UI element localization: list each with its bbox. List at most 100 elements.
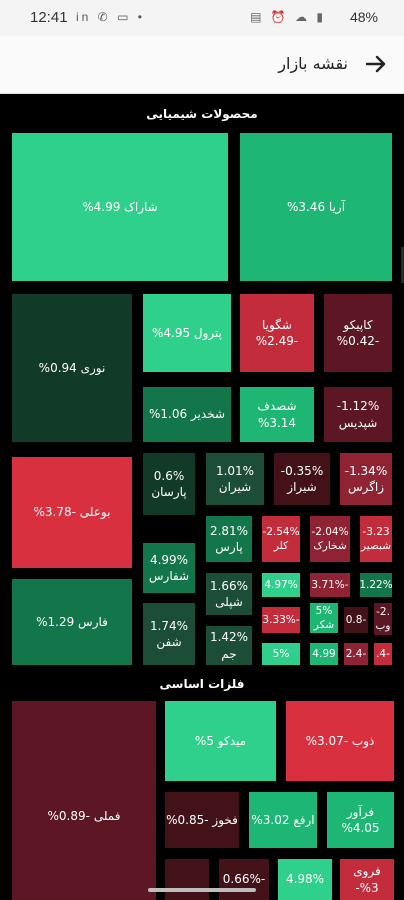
tile-name: شاراک [124, 199, 158, 214]
tile-unnamed-e[interactable]: -0.8 [344, 607, 368, 633]
tile-name: شیران [218, 480, 252, 494]
tile-change: 1.42% [209, 630, 249, 645]
tile-change: 4.95% [151, 325, 191, 340]
battery-level: 48% [349, 9, 378, 25]
tile-change: 5% [272, 647, 290, 660]
scrollbar[interactable] [401, 247, 404, 283]
tile-jam[interactable]: 1.42% جم [206, 626, 252, 665]
tile-change: -2.4 [345, 647, 367, 660]
tile-change: 1.66% [209, 578, 249, 593]
tile-label: فخوز -0.85% [166, 812, 238, 828]
tile-change: 5% [194, 733, 214, 748]
tile-change: 1.29% [36, 614, 75, 629]
tile-zagros[interactable]: -1.34% زاگرس [340, 453, 392, 505]
tile-fars[interactable]: فارس 1.29% [12, 579, 132, 665]
section-title-chemicals: محصولات شیمیایی [146, 107, 258, 121]
tile-shiraz[interactable]: -0.35% شیراز [274, 453, 330, 505]
tile-name: ارفع [293, 812, 315, 827]
tile-name: شفن [156, 635, 182, 649]
tile-name: جم [221, 646, 237, 661]
tile-unnamed-g[interactable]: 4.99 [310, 643, 338, 665]
tile-name: میدکو [217, 733, 247, 748]
tile-arya[interactable]: آریا 3.46% [240, 133, 392, 281]
page-title: نقشه بازار [278, 54, 348, 73]
tile-faravar[interactable]: فرآور 4.05% [327, 792, 394, 848]
tile-change: 3%- [355, 880, 379, 895]
tile-name: فخوز [212, 812, 238, 827]
tile-name: شخدیر [190, 407, 225, 422]
tile-change: 4.98% [285, 872, 325, 887]
tile-unnamed-f[interactable]: 5% [262, 643, 300, 665]
tile-change: -2.54% [262, 525, 300, 538]
market-treemap: محصولات شیمیایی شاراک 4.99% آریا 3.46% ن… [0, 95, 404, 900]
tile-kapiko[interactable]: کاپیکو -0.42% [324, 294, 392, 372]
tile-shekar[interactable]: 5% شکر [310, 603, 338, 633]
tile-label: شخدیر 1.06% [149, 406, 225, 422]
tile-change: -2.04% [311, 525, 349, 538]
tile-change: 4.99% [82, 199, 121, 214]
tile-unnamed-b[interactable]: -3.71% [310, 573, 350, 597]
tile-femeli[interactable]: فملی -0.89% [12, 701, 156, 900]
tile-midco[interactable]: میدکو 5% [165, 701, 276, 781]
tile-name: شخارک [313, 540, 347, 552]
back-button[interactable] [362, 50, 390, 78]
tile-change: 4.99 [312, 647, 336, 660]
tile-parsan[interactable]: 0.6% پارسان [143, 453, 195, 515]
app-header: نقشه بازار [0, 36, 404, 94]
tile-change: -0.85% [166, 812, 209, 827]
tile-shkharak[interactable]: -2.04% شخارک [310, 516, 350, 562]
tile-name: فروی [353, 864, 381, 879]
tile-name: زاگرس [347, 480, 385, 494]
tile-pars[interactable]: 2.81% پارس [206, 516, 252, 562]
tile-shpadis[interactable]: -1.12% شپدیس [324, 387, 392, 442]
tile-shsadaf[interactable]: شصدف 3.14% [240, 387, 314, 442]
tile-change: 5% [315, 604, 333, 617]
tile-zob[interactable]: ذوب -3.07% [286, 701, 394, 781]
tile-name: کلر [273, 540, 289, 552]
tile-arfa[interactable]: ارفع 3.02% [249, 792, 317, 848]
tile-unnamed-c[interactable]: 1.22% [360, 573, 392, 597]
tile-shafan[interactable]: 1.74% شفن [143, 603, 195, 665]
home-indicator[interactable] [148, 888, 256, 892]
tile-name: شبصیر [360, 540, 392, 552]
tile-unnamed-d[interactable]: -3.33% [262, 607, 300, 633]
tile-unnamed-k[interactable]: -0.66% [219, 859, 269, 900]
tile-shkhadir[interactable]: شخدیر 1.06% [143, 387, 231, 442]
tile-kolor[interactable]: -2.54% کلر [262, 516, 300, 562]
section-title-base-metals: فلزات اساسی [159, 677, 245, 691]
tile-vab[interactable]: -2. وب [374, 603, 392, 635]
tile-label: نوری 0.94% [39, 360, 106, 376]
tile-unnamed-j[interactable] [165, 859, 209, 900]
tile-label: فرآور 4.05% [327, 804, 394, 836]
tile-change: -3.23 [362, 525, 390, 538]
tile-forvi[interactable]: فروی 3%- [340, 859, 394, 900]
tile-fkhouz[interactable]: فخوز -0.85% [165, 792, 239, 848]
tile-change: 4.99% [149, 552, 189, 567]
tile-shpli[interactable]: 1.66% شپلی [206, 573, 252, 615]
tile-label: فروی 3%- [340, 863, 394, 895]
tile-unnamed-i[interactable]: -4. [374, 643, 392, 665]
tile-change: 1.74% [149, 618, 189, 633]
tile-bouali[interactable]: بوعلی -3.78% [12, 457, 132, 568]
tile-unnamed-a[interactable]: 4.97% [262, 573, 300, 597]
tile-shbasir[interactable]: -3.23 شبصیر [360, 516, 392, 562]
tile-name: شفارس [148, 569, 190, 583]
tile-shgoya[interactable]: شگویا -2.49% [240, 294, 314, 372]
tile-nouri[interactable]: نوری 0.94% [12, 294, 132, 442]
tile-change: 1.06% [148, 407, 188, 422]
tile-unnamed-h[interactable]: -2.4 [344, 643, 368, 665]
tile-unnamed-l[interactable]: 4.98% [278, 859, 332, 900]
tile-label: شگویا -2.49% [240, 317, 314, 349]
tile-shfars[interactable]: 4.99% شفارس [143, 543, 195, 593]
tile-shiran[interactable]: 1.01% شیران [206, 453, 264, 505]
tile-name: فملی [93, 808, 121, 823]
tile-change: 3.46% [286, 199, 326, 214]
tile-change: -0.66% [222, 872, 266, 887]
status-bar: 12:41 in ✆ ▭ • ▤ ⏰ ☁ ▮ 48% [0, 0, 404, 36]
tile-change: -0.35% [280, 463, 324, 478]
tile-change: -2.49% [255, 334, 299, 348]
tile-shark[interactable]: شاراک 4.99% [12, 133, 228, 281]
tile-change: 1.22% [360, 578, 392, 591]
tile-label: فملی -0.89% [48, 808, 121, 824]
tile-petrol[interactable]: پترول 4.95% [143, 294, 231, 372]
